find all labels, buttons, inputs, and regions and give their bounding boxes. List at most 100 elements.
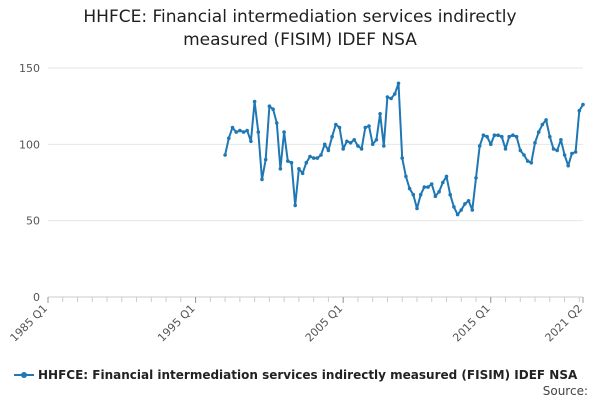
data-point — [433, 194, 438, 198]
data-point — [407, 186, 412, 191]
data-point — [322, 142, 327, 147]
data-point — [326, 148, 331, 153]
data-point — [448, 192, 453, 197]
data-point — [544, 118, 548, 122]
data-point — [396, 81, 401, 86]
data-point — [330, 134, 334, 139]
data-point — [492, 133, 497, 137]
chart-title-line2: measured (FISIM) IDEF NSA — [183, 30, 417, 50]
data-point — [500, 134, 504, 139]
data-point — [581, 102, 585, 107]
data-point — [286, 159, 290, 163]
data-point — [577, 108, 582, 113]
data-point — [382, 144, 386, 148]
data-point — [496, 133, 500, 137]
data-point — [227, 136, 231, 140]
data-point — [337, 125, 342, 130]
data-point — [522, 153, 526, 157]
data-point — [359, 147, 364, 151]
data-point — [470, 208, 475, 212]
data-point — [363, 125, 368, 130]
data-point — [411, 192, 416, 197]
data-point — [559, 138, 563, 142]
data-point — [385, 95, 390, 99]
data-point — [404, 174, 408, 179]
x-tick-label: 2021 Q2 — [543, 302, 586, 345]
data-point — [249, 139, 253, 144]
data-point — [275, 121, 279, 125]
data-point — [389, 96, 393, 101]
data-point — [341, 147, 346, 151]
data-point — [452, 205, 456, 209]
data-point — [352, 138, 357, 142]
source-label: Source: — [542, 384, 588, 398]
data-point — [289, 160, 294, 165]
x-tick-label: 1985 Q1 — [8, 302, 51, 345]
data-point — [311, 156, 316, 160]
y-tick-label: 150 — [19, 62, 40, 75]
data-point — [548, 134, 552, 139]
data-point — [422, 185, 427, 189]
data-point — [345, 139, 349, 144]
data-point — [477, 144, 482, 148]
data-point — [348, 141, 353, 145]
data-point — [252, 99, 257, 104]
chart-title: HHFCE: Financial intermediation services… — [0, 6, 600, 52]
data-point — [463, 202, 467, 206]
data-point — [455, 212, 460, 217]
data-point — [466, 199, 471, 203]
x-axis-ticks: 1985 Q1 1995 Q1 2005 Q1 2015 Q1 2021 Q2 — [8, 302, 586, 345]
data-point — [551, 147, 556, 151]
data-point — [474, 176, 478, 180]
data-point — [293, 203, 298, 208]
data-point — [393, 92, 397, 96]
chart-title-line1: HHFCE: Financial intermediation services… — [83, 7, 517, 27]
y-tick-label: 50 — [26, 215, 40, 228]
data-point — [334, 122, 338, 127]
data-point — [315, 156, 320, 160]
x-tick-label: 2015 Q1 — [450, 302, 493, 345]
data-point — [263, 157, 268, 162]
x-tick-label: 1995 Q1 — [155, 302, 198, 345]
data-point — [511, 133, 515, 137]
data-point — [573, 150, 578, 154]
data-point — [570, 151, 574, 156]
data-point — [429, 182, 434, 186]
data-point — [507, 134, 512, 139]
data-point — [540, 122, 545, 127]
data-point — [415, 206, 419, 211]
data-point — [370, 142, 375, 147]
data-point — [503, 147, 508, 151]
data-point — [245, 128, 249, 133]
data-point — [297, 167, 301, 171]
data-point — [230, 125, 235, 130]
data-point — [529, 160, 534, 165]
data-point — [444, 174, 449, 179]
data-point — [282, 130, 286, 134]
data-point — [304, 160, 309, 165]
data-point — [441, 180, 445, 185]
data-point — [238, 128, 242, 133]
data-point — [518, 148, 523, 153]
data-point — [426, 185, 430, 189]
data-point — [367, 124, 371, 128]
data-point — [234, 130, 238, 134]
data-point — [319, 153, 323, 157]
data-point — [525, 159, 530, 163]
data-point — [374, 138, 379, 142]
data-point — [400, 156, 405, 160]
data-point — [437, 189, 441, 194]
data-point — [514, 134, 519, 139]
data-point — [260, 177, 264, 182]
series-line — [224, 82, 584, 216]
data-point — [256, 130, 261, 134]
data-point — [356, 144, 360, 148]
series-layer — [223, 81, 585, 217]
data-point — [562, 153, 567, 157]
data-point — [536, 130, 541, 134]
data-point — [489, 142, 493, 147]
y-tick-label: 100 — [19, 138, 40, 151]
legend: HHFCE: Financial intermediation services… — [14, 366, 577, 384]
x-tick-label: 2005 Q1 — [303, 302, 346, 345]
